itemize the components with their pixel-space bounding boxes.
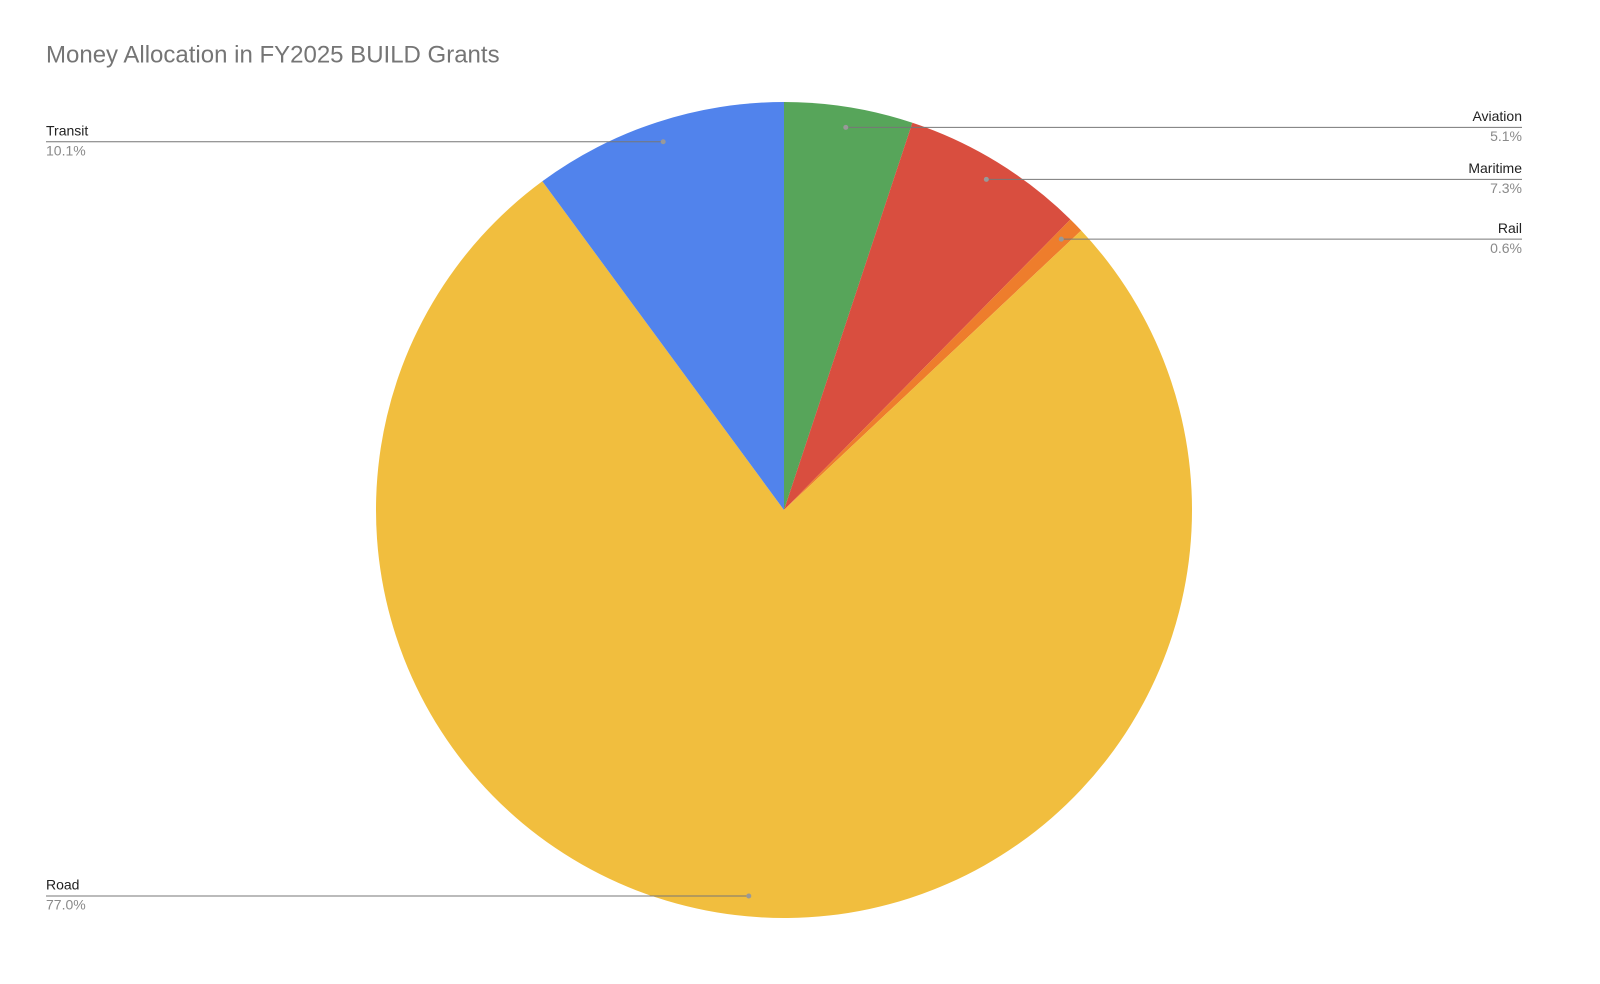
leader-dot [660,139,666,145]
slice-value-label: 77.0% [46,897,86,913]
pie-slice [542,102,784,510]
slice-value-label: 5.1% [1490,128,1522,144]
slice-label: Transit [46,122,88,138]
pie-slice [376,181,1192,918]
slice-label: Maritime [1468,160,1522,176]
pie-slice [784,102,913,510]
leader-dot [983,176,989,182]
slice-label: Rail [1498,220,1522,236]
leader-dot [746,893,752,899]
slice-label: Road [46,877,79,893]
slice-value-label: 7.3% [1490,180,1522,196]
slice-value-label: 10.1% [46,142,86,158]
slice-value-label: 0.6% [1490,240,1522,256]
leader-dot [843,124,849,130]
chart-title: Money Allocation in FY2025 BUILD Grants [46,41,500,68]
pie-slice [784,219,1082,510]
pie-slice [784,122,1071,510]
leader-dot [1058,236,1064,242]
slice-label: Aviation [1472,108,1522,124]
